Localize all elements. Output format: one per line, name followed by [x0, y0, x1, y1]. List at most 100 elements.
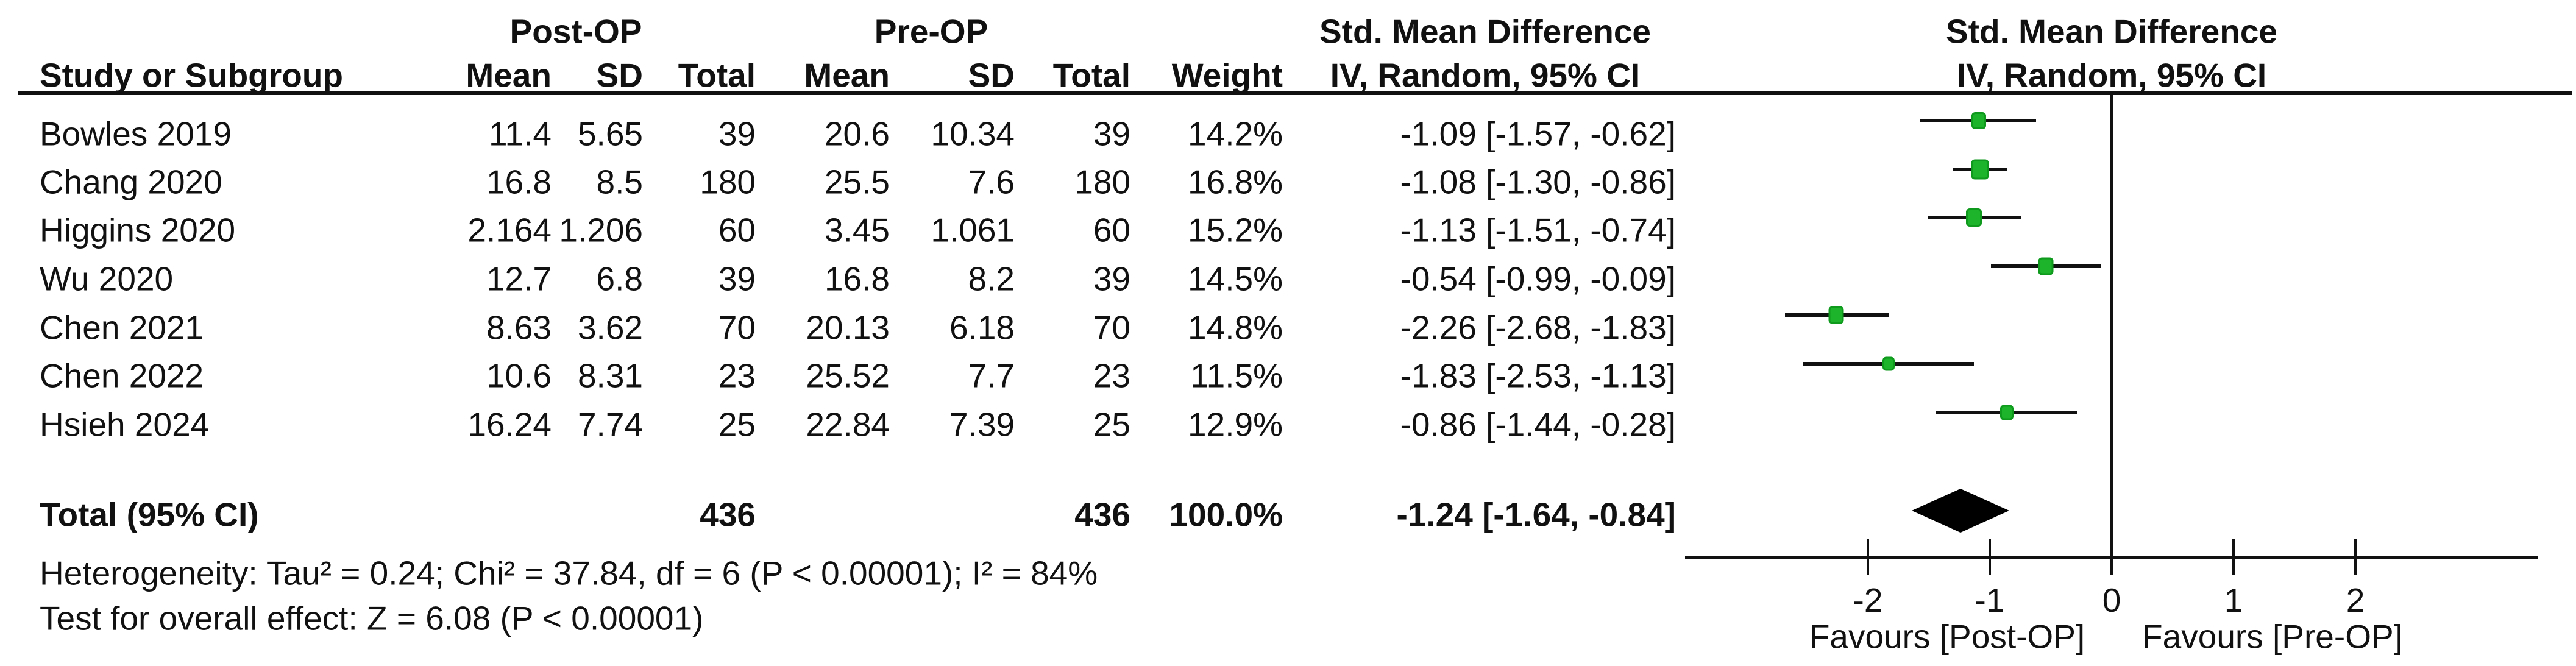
- post-total-header: Total: [678, 56, 756, 94]
- study-post-sd: 8.31: [577, 356, 643, 395]
- study-pre-total: 70: [1093, 308, 1130, 347]
- study-weight: 14.2%: [1188, 115, 1283, 153]
- study-pre-sd: 7.39: [949, 405, 1015, 444]
- study-label: Higgins 2020: [40, 211, 236, 249]
- study-weight: 16.8%: [1188, 163, 1283, 201]
- group2-header: Pre-OP: [874, 12, 988, 51]
- x-axis-tick: [2232, 539, 2235, 575]
- smd-marker: [1966, 208, 1982, 227]
- effect-header: Std. Mean Difference: [1319, 12, 1652, 51]
- study-post-total: 70: [718, 308, 756, 347]
- total-row-label: Total (95% CI): [40, 495, 259, 534]
- plot-method-ci-header: IV, Random, 95% CI: [1956, 56, 2267, 94]
- x-axis-tick: [1989, 539, 1991, 575]
- study-post-mean: 10.6: [486, 356, 552, 395]
- x-axis-tick-label: 2: [2346, 581, 2365, 619]
- study-pre-sd: 1.061: [931, 211, 1015, 249]
- study-smd-text: -1.08 [-1.30, -0.86]: [1400, 163, 1677, 201]
- method-ci-header: IV, Random, 95% CI: [1330, 56, 1641, 94]
- study-pre-mean: 20.13: [806, 308, 890, 347]
- study-smd-text: -2.26 [-2.68, -1.83]: [1400, 308, 1677, 347]
- study-pre-mean: 25.52: [806, 356, 890, 395]
- study-post-mean: 16.24: [467, 405, 552, 444]
- smd-marker: [2038, 257, 2054, 275]
- pre-sd-header: SD: [968, 56, 1015, 94]
- smd-marker: [1971, 159, 1989, 180]
- study-pre-mean: 16.8: [824, 260, 890, 298]
- pre-total-header: Total: [1052, 56, 1130, 94]
- x-axis-tick: [2110, 539, 2113, 575]
- study-pre-sd: 7.7: [968, 356, 1015, 395]
- x-axis-tick: [2354, 539, 2357, 575]
- study-smd-text: -1.83 [-2.53, -1.13]: [1400, 356, 1677, 395]
- post-mean-header: Mean: [466, 56, 552, 94]
- study-smd-text: -0.54 [-0.99, -0.09]: [1400, 260, 1677, 298]
- favours-left-label: Favours [Post-OP]: [1809, 617, 2085, 656]
- total-smd-ci: -1.24 [-1.64, -0.84]: [1396, 495, 1676, 534]
- study-post-sd: 8.5: [596, 163, 643, 201]
- x-axis-tick-label: 0: [2102, 581, 2121, 619]
- study-weight: 12.9%: [1188, 405, 1283, 444]
- study-pre-mean: 3.45: [824, 211, 890, 249]
- favours-right-label: Favours [Pre-OP]: [2142, 617, 2403, 656]
- study-pre-sd: 10.34: [931, 115, 1015, 153]
- study-label: Chen 2022: [40, 356, 204, 395]
- study-pre-mean: 22.84: [806, 405, 890, 444]
- study-post-sd: 6.8: [596, 260, 643, 298]
- study-post-mean: 12.7: [486, 260, 552, 298]
- x-axis-tick-label: 1: [2224, 581, 2243, 619]
- study-label: Bowles 2019: [40, 115, 232, 153]
- study-weight: 15.2%: [1188, 211, 1283, 249]
- study-post-mean: 16.8: [486, 163, 552, 201]
- study-post-sd: 1.206: [559, 211, 643, 249]
- study-pre-total: 23: [1093, 356, 1130, 395]
- study-post-total: 25: [718, 405, 756, 444]
- study-weight: 11.5%: [1190, 356, 1283, 395]
- x-axis-tick-label: -2: [1853, 581, 1883, 619]
- study-smd-text: -1.09 [-1.57, -0.62]: [1400, 115, 1677, 153]
- total-pre-n: 436: [1074, 495, 1130, 534]
- weight-header: Weight: [1171, 56, 1283, 94]
- study-weight: 14.5%: [1188, 260, 1283, 298]
- study-pre-total: 39: [1093, 115, 1130, 153]
- smd-marker: [1971, 112, 1986, 129]
- study-smd-text: -1.13 [-1.51, -0.74]: [1400, 211, 1677, 249]
- study-post-total: 39: [718, 115, 756, 153]
- group1-header: Post-OP: [509, 12, 642, 51]
- study-pre-sd: 6.18: [949, 308, 1015, 347]
- study-post-sd: 5.65: [577, 115, 643, 153]
- study-label: Chen 2021: [40, 308, 204, 347]
- smd-marker: [2000, 405, 2014, 420]
- study-pre-mean: 20.6: [824, 115, 890, 153]
- study-post-mean: 2.164: [467, 211, 552, 249]
- study-pre-total: 25: [1093, 405, 1130, 444]
- study-post-sd: 7.74: [577, 405, 643, 444]
- overall-effect-text: Test for overall effect: Z = 6.08 (P < 0…: [40, 599, 704, 637]
- study-post-total: 23: [718, 356, 756, 395]
- header-separator-line: [18, 91, 2572, 95]
- study-pre-total: 39: [1093, 260, 1130, 298]
- plot-effect-header: Std. Mean Difference: [1945, 12, 2278, 51]
- study-post-total: 39: [718, 260, 756, 298]
- study-pre-mean: 25.5: [824, 163, 890, 201]
- heterogeneity-text: Heterogeneity: Tau² = 0.24; Chi² = 37.84…: [40, 554, 1098, 592]
- x-axis-tick-label: -1: [1975, 581, 2005, 619]
- study-smd-text: -0.86 [-1.44, -0.28]: [1400, 405, 1677, 444]
- study-post-mean: 8.63: [486, 308, 552, 347]
- study-pre-total: 180: [1074, 163, 1130, 201]
- zero-line: [2110, 95, 2113, 558]
- smd-marker: [1828, 306, 1844, 324]
- smd-marker: [1882, 356, 1895, 371]
- study-pre-sd: 8.2: [968, 260, 1015, 298]
- study-label: Hsieh 2024: [40, 405, 210, 444]
- x-axis-tick: [1867, 539, 1869, 575]
- study-pre-total: 60: [1093, 211, 1130, 249]
- study-weight: 14.8%: [1188, 308, 1283, 347]
- pooled-effect-diamond: [1912, 489, 2009, 533]
- post-sd-header: SD: [596, 56, 643, 94]
- total-weight: 100.0%: [1169, 495, 1283, 534]
- study-label: Chang 2020: [40, 163, 222, 201]
- study-column-header: Study or Subgroup: [40, 56, 344, 94]
- study-post-mean: 11.4: [489, 115, 552, 153]
